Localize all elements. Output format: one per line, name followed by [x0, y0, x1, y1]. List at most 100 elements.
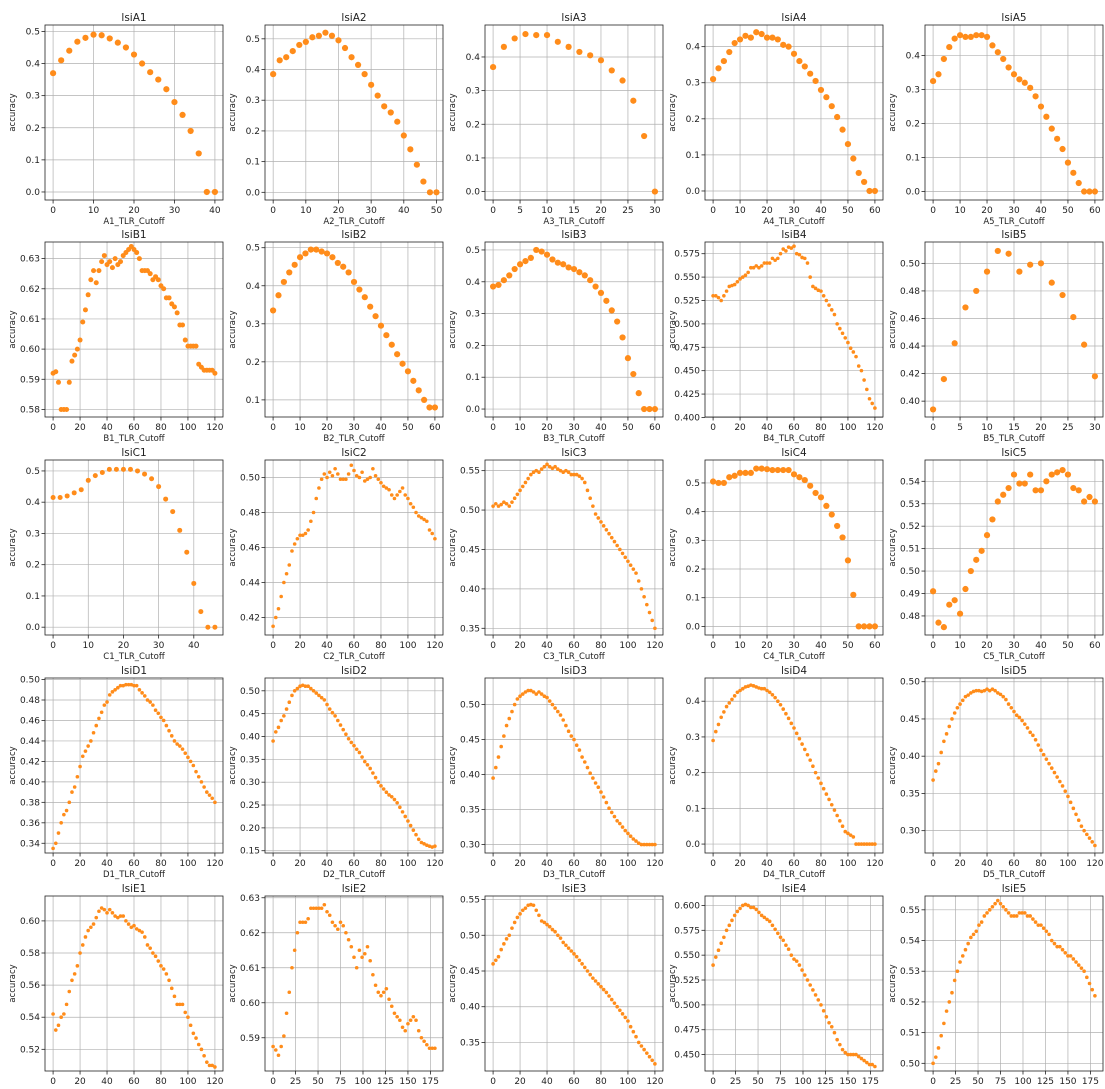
data-point	[770, 923, 775, 928]
x-tick-label: 0	[50, 641, 56, 651]
data-point	[624, 355, 632, 362]
x-tick-label: 20	[74, 423, 86, 433]
data-point	[1087, 981, 1092, 986]
data-point	[873, 842, 877, 846]
data-point	[747, 34, 754, 41]
y-tick-label: 0.40	[900, 397, 920, 407]
data-point	[85, 292, 91, 298]
data-point	[784, 711, 788, 716]
data-point	[834, 522, 841, 530]
x-tick-label: 40	[761, 859, 773, 869]
data-point	[191, 763, 196, 768]
data-point	[940, 624, 947, 631]
data-point	[931, 1061, 935, 1066]
data-point	[164, 723, 169, 728]
y-axis-label: accuracy	[448, 528, 458, 566]
data-point	[832, 312, 837, 317]
x-tick-label: 40	[1035, 641, 1047, 651]
data-point	[817, 494, 825, 501]
data-point	[1070, 169, 1077, 176]
data-point	[1009, 914, 1014, 918]
subplot-lsiE3: 0 20 40 60 80 100 1200.350.400.450.500.55lsiE3…	[448, 883, 664, 1089]
data-point	[327, 707, 332, 711]
y-tick-label: 0.1	[686, 594, 700, 604]
data-point	[763, 466, 771, 473]
y-tick-label: 0.3	[26, 92, 40, 102]
x-tick-label: 40	[101, 859, 113, 869]
data-point	[180, 322, 186, 328]
axes-frame	[264, 895, 444, 1072]
data-point	[1016, 268, 1023, 275]
data-point	[1066, 954, 1070, 958]
x-tick-label: 15	[1008, 423, 1019, 433]
y-tick-label: 0.50	[460, 701, 480, 711]
data-point	[711, 294, 715, 298]
data-point	[952, 711, 957, 715]
data-point	[354, 747, 359, 752]
data-point	[958, 702, 962, 706]
data-point	[1005, 250, 1012, 257]
x-tick-label: 80	[1035, 859, 1047, 869]
data-point	[607, 994, 611, 998]
data-point	[993, 688, 997, 693]
data-point	[70, 790, 74, 794]
data-point	[1049, 766, 1054, 770]
data-point	[317, 693, 321, 698]
data-point	[384, 986, 389, 991]
data-point	[807, 70, 814, 77]
data-point	[499, 744, 503, 749]
axes-frame	[924, 895, 1104, 1072]
data-point	[196, 774, 201, 779]
data-point	[279, 1044, 283, 1049]
x-tick-label: 0	[930, 641, 936, 651]
y-axis-label: accuracy	[668, 310, 678, 348]
data-point	[121, 914, 126, 918]
subplot-title: lsiC1	[121, 447, 146, 459]
x-tick-label: 20	[294, 641, 306, 651]
data-point	[601, 987, 606, 992]
x-tick-label: 100	[399, 641, 416, 651]
data-point	[184, 549, 190, 555]
y-tick-label: 0.4	[246, 282, 261, 292]
y-tick-label: 0.44	[240, 579, 260, 589]
y-tick-label: 0.51	[900, 1029, 920, 1039]
y-tick-label: 0.50	[900, 678, 920, 688]
data-point	[998, 901, 1003, 906]
data-point	[719, 715, 723, 720]
data-point	[962, 33, 969, 40]
x-tick-label: 25	[622, 206, 633, 216]
data-point	[1041, 926, 1046, 931]
data-point	[566, 470, 571, 475]
y-tick-label: 0.56	[20, 981, 40, 991]
data-point	[400, 1025, 405, 1030]
x-tick-label: 40	[541, 1077, 553, 1085]
y-tick-label: 0.15	[240, 847, 260, 857]
data-point	[280, 278, 287, 286]
data-point	[420, 178, 427, 185]
data-point	[387, 997, 391, 1002]
data-point	[303, 531, 308, 536]
data-point	[1017, 715, 1022, 720]
y-tick-label: 0.1	[906, 154, 920, 164]
x-tick-label: 50	[1062, 641, 1074, 651]
data-point	[871, 187, 879, 195]
data-point	[539, 919, 544, 923]
data-point	[647, 1054, 652, 1059]
data-point	[829, 802, 834, 807]
y-tick-label: 0.54	[900, 937, 920, 947]
data-point	[989, 516, 996, 523]
data-point	[295, 930, 300, 935]
data-point	[296, 254, 304, 261]
data-point	[561, 718, 566, 722]
data-point	[284, 1011, 289, 1016]
data-point	[360, 470, 364, 475]
data-point	[491, 776, 495, 780]
data-point	[1063, 950, 1068, 955]
data-point	[354, 965, 359, 970]
data-point	[935, 619, 942, 626]
data-point	[582, 480, 587, 485]
data-point	[996, 691, 1000, 695]
data-point	[295, 686, 300, 691]
y-tick-label: 0.35	[460, 624, 480, 634]
data-point	[496, 504, 501, 508]
